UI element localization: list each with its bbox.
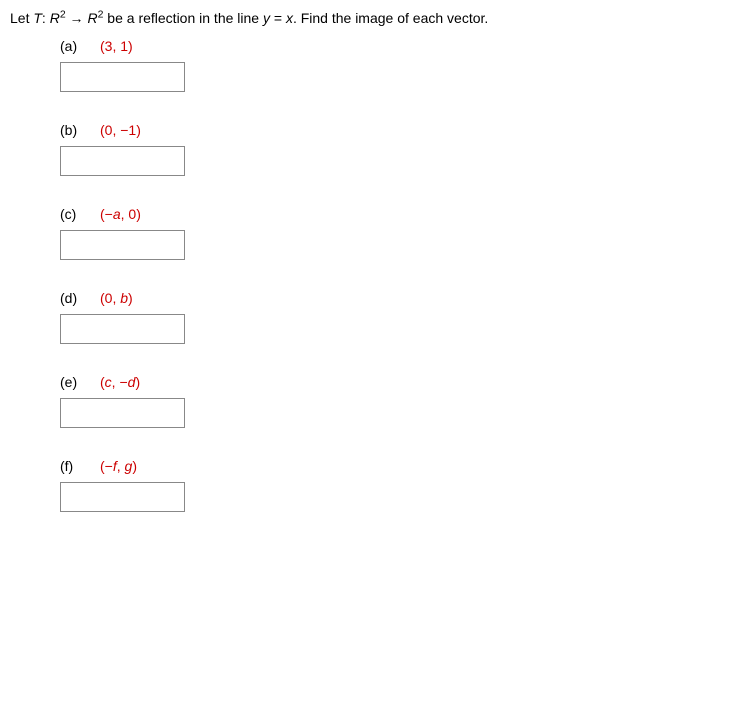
part-vector: (3, 1): [100, 38, 133, 54]
part-label: (c): [60, 206, 100, 222]
prompt-T: T: [33, 10, 42, 26]
prompt-x: x: [286, 10, 293, 26]
part-header: (d)(0, b): [60, 290, 743, 306]
parts-container: (a)(3, 1) (b)(0, −1) (c)(−a, 0) (d)(0, b) (e…: [60, 38, 743, 512]
part-d: (d)(0, b): [60, 290, 743, 344]
part-label: (f): [60, 458, 100, 474]
answer-input[interactable]: [60, 398, 185, 428]
prompt-R2: R: [87, 10, 97, 26]
prompt-mid: be a reflection in the line: [103, 10, 263, 26]
prompt-eq: =: [270, 10, 286, 26]
prompt-y: y: [263, 10, 270, 26]
part-f: (f)(−f, g): [60, 458, 743, 512]
part-vector: (0, −1): [100, 122, 141, 138]
part-vector: (−f, g): [100, 458, 137, 474]
part-vector: (−a, 0): [100, 206, 141, 222]
part-header: (b)(0, −1): [60, 122, 743, 138]
part-label: (b): [60, 122, 100, 138]
answer-input[interactable]: [60, 314, 185, 344]
part-header: (f)(−f, g): [60, 458, 743, 474]
prompt-pre: Let: [10, 10, 33, 26]
part-header: (e)(c, −d): [60, 374, 743, 390]
part-header: (c)(−a, 0): [60, 206, 743, 222]
part-header: (a)(3, 1): [60, 38, 743, 54]
part-c: (c)(−a, 0): [60, 206, 743, 260]
part-vector: (0, b): [100, 290, 133, 306]
prompt-colon: :: [42, 10, 50, 26]
answer-input[interactable]: [60, 482, 185, 512]
part-label: (d): [60, 290, 100, 306]
answer-input[interactable]: [60, 146, 185, 176]
prompt-arrow: →: [66, 10, 88, 26]
part-a: (a)(3, 1): [60, 38, 743, 92]
part-label: (e): [60, 374, 100, 390]
answer-input[interactable]: [60, 230, 185, 260]
prompt-R1: R: [50, 10, 60, 26]
question-prompt: Let T: R2 → R2 be a reflection in the li…: [10, 10, 743, 26]
answer-input[interactable]: [60, 62, 185, 92]
part-b: (b)(0, −1): [60, 122, 743, 176]
part-label: (a): [60, 38, 100, 54]
part-e: (e)(c, −d): [60, 374, 743, 428]
prompt-tail: Find the image of each vector.: [297, 10, 488, 26]
part-vector: (c, −d): [100, 374, 140, 390]
